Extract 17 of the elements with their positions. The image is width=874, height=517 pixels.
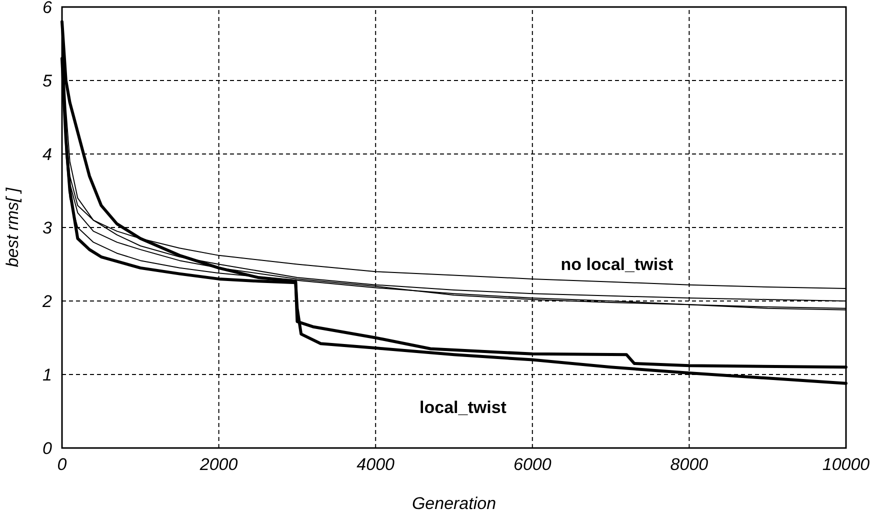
annotation: local_twist <box>420 398 507 417</box>
x-tick-label: 2000 <box>198 455 238 474</box>
y-axis-title: best rms[ ] <box>3 186 22 268</box>
y-tick-label: 2 <box>42 292 53 311</box>
y-tick-label: 6 <box>42 0 53 17</box>
x-axis-title: Generation <box>412 494 496 513</box>
y-tick-label: 5 <box>42 72 53 90</box>
x-tick-label: 8000 <box>670 455 709 474</box>
y-tick-label: 3 <box>42 218 53 238</box>
y-tick-label: 0 <box>42 439 53 458</box>
x-tick-label: 0 <box>57 455 68 474</box>
y-tick-label: 4 <box>42 145 52 164</box>
x-tick-label: 4000 <box>356 455 396 474</box>
x-tick-label: 6000 <box>513 455 552 474</box>
x-tick-label: 10000 <box>822 455 870 474</box>
y-tick-label: 1 <box>42 366 52 384</box>
annotation: no local_twist <box>560 255 674 274</box>
